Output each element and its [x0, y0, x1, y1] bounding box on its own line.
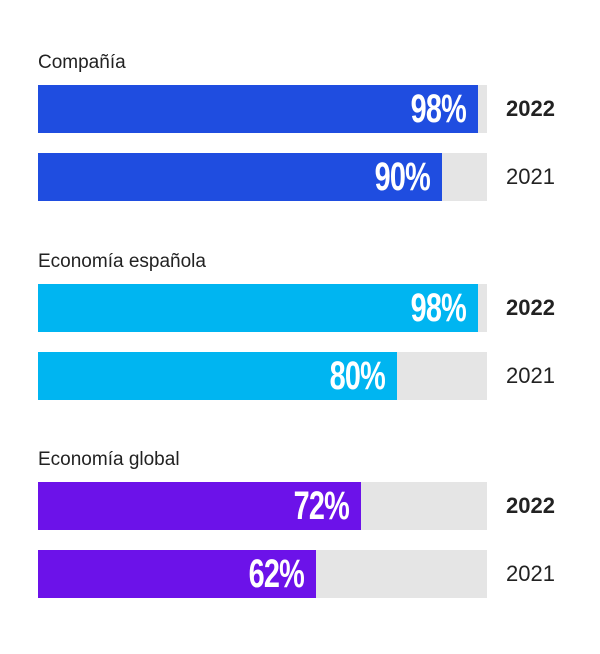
group-label: Compañía [38, 52, 126, 73]
data-label: 72% [293, 484, 350, 528]
bar-track: 98% [38, 85, 487, 133]
year-label: 2022 [506, 295, 555, 320]
bar-track: 98% [38, 284, 487, 332]
bar-2022: 98% [38, 85, 479, 133]
bar-track: 80% [38, 352, 487, 400]
data-label: 90% [374, 155, 431, 199]
data-label: 98% [410, 286, 467, 330]
year-label: 2021 [506, 363, 555, 388]
data-label: 62% [248, 552, 305, 596]
group-label: Economía española [38, 251, 206, 272]
year-label: 2022 [506, 493, 555, 518]
bar-track: 62% [38, 550, 487, 598]
group-label: Economía global [38, 449, 180, 470]
bar-2022: 98% [38, 284, 479, 332]
year-label: 2021 [506, 164, 555, 189]
bar-track: 90% [38, 153, 487, 201]
year-label: 2021 [506, 561, 555, 586]
bar-track: 72% [38, 482, 487, 530]
bar-2021: 62% [38, 550, 317, 598]
year-label: 2022 [506, 96, 555, 121]
data-label: 98% [410, 87, 467, 131]
bar-2021: 90% [38, 153, 443, 201]
bar-2021: 80% [38, 352, 398, 400]
bar-2022: 72% [38, 482, 362, 530]
data-label: 80% [329, 354, 386, 398]
